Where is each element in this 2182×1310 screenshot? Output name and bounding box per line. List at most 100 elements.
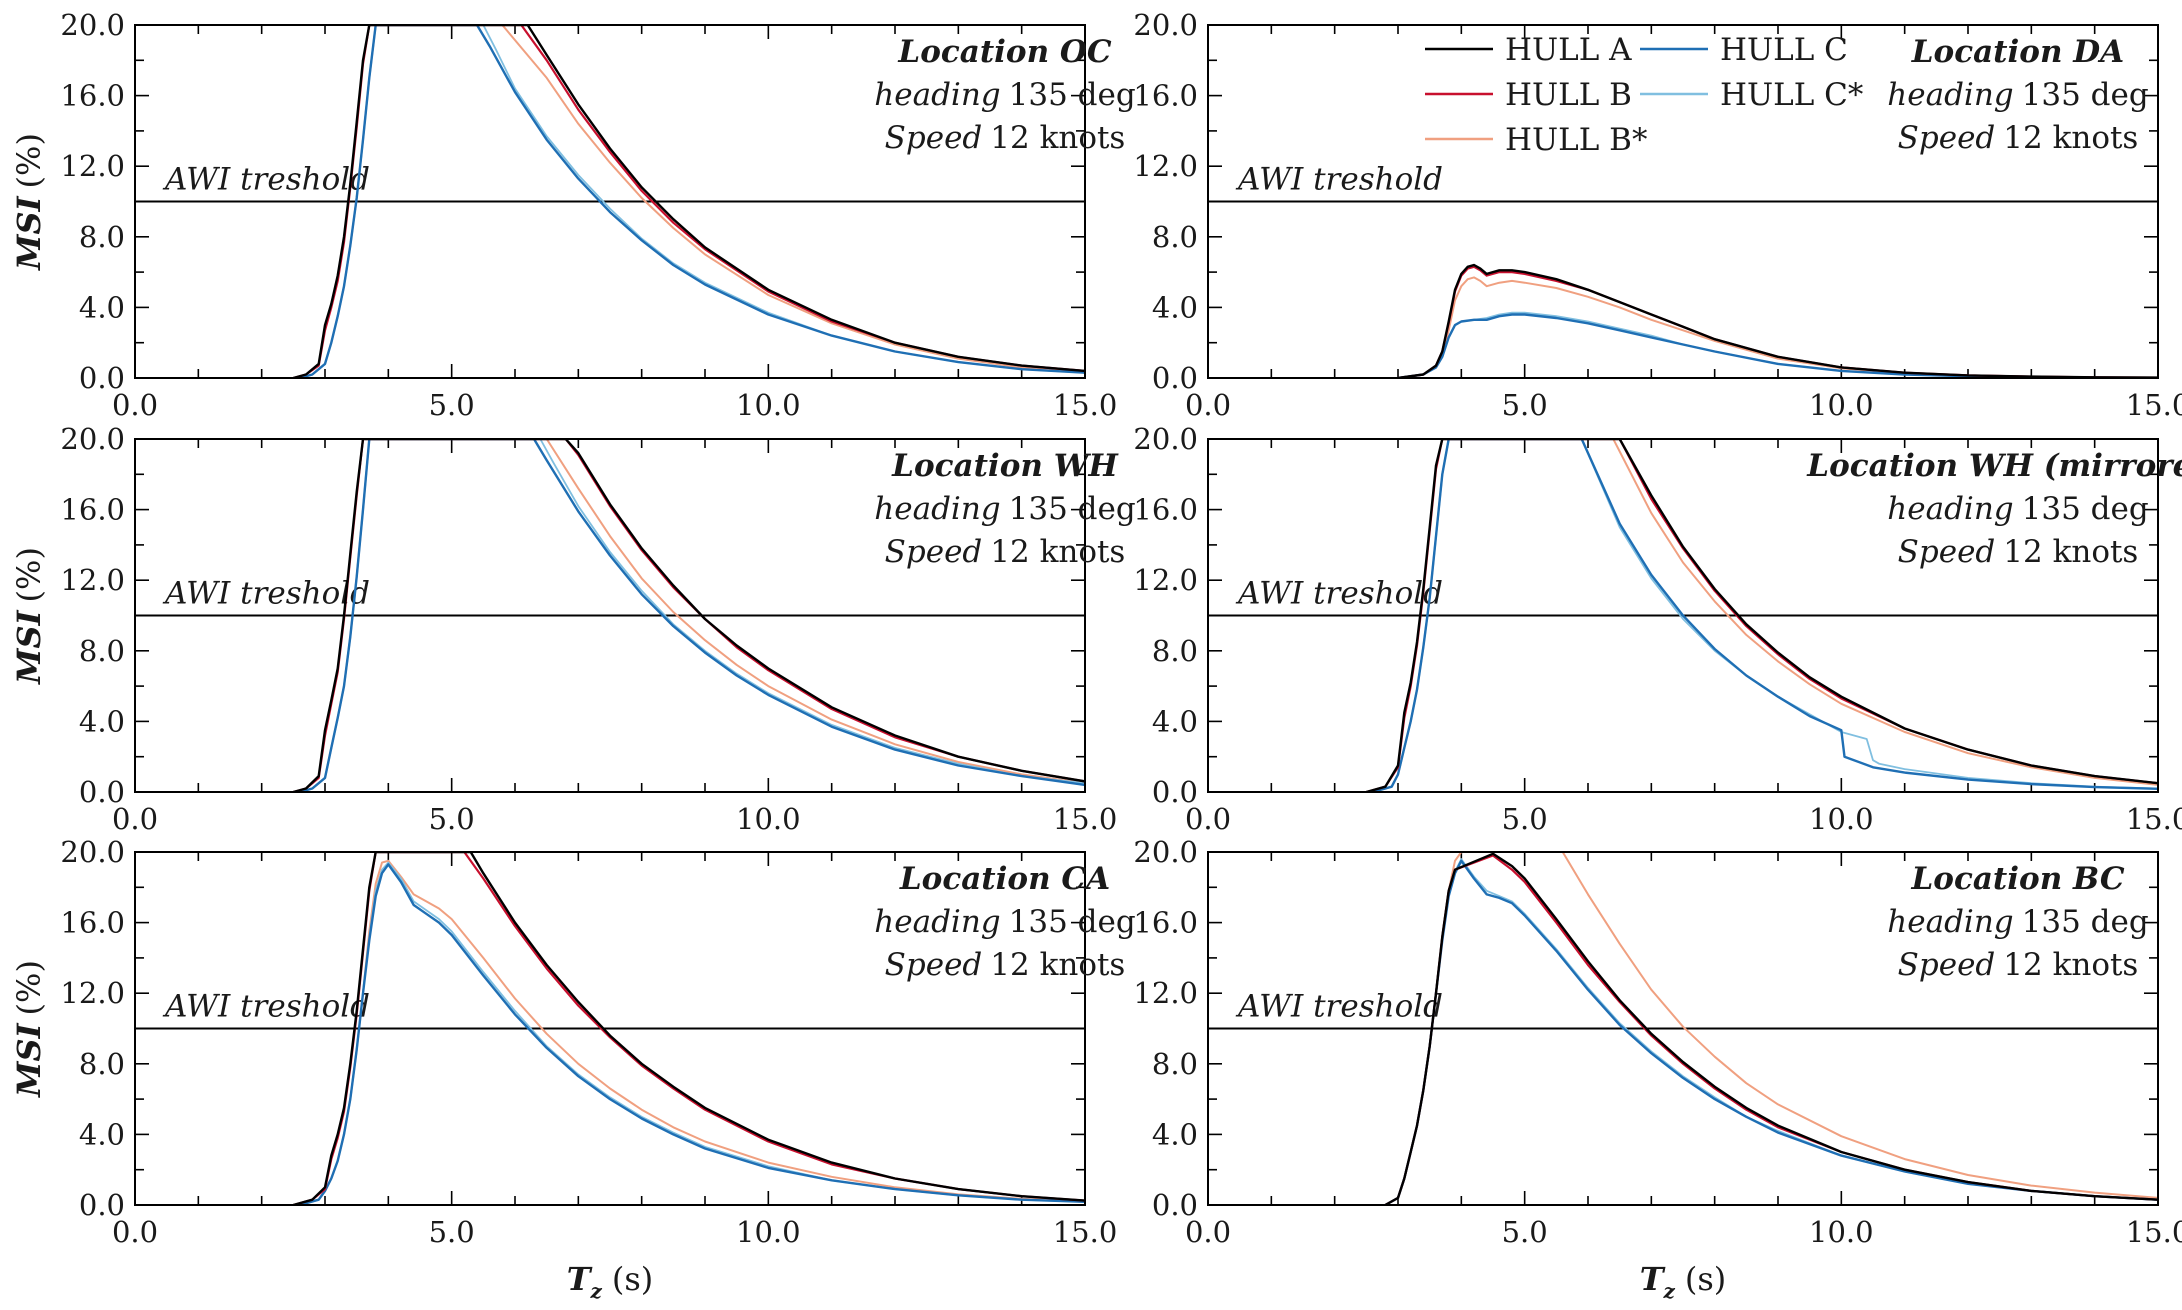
x-axis-label-unit: (s): [612, 1260, 653, 1298]
location-title: Location WH (mirrored): [1806, 448, 2182, 484]
y-tick-label: 20.0: [60, 835, 125, 869]
legend-label: HULL C: [1720, 32, 1848, 68]
location-title: Location WH: [891, 448, 1119, 484]
y-tick-label: 0.0: [79, 775, 125, 809]
x-axis-label: Tz (s): [567, 1260, 654, 1303]
x-tick-label: 10.0: [1809, 1215, 1874, 1249]
y-tick-label: 4.0: [1152, 290, 1198, 324]
speed-value: 12 knots: [990, 947, 1125, 983]
y-tick-label: 12.0: [1133, 563, 1198, 597]
y-axis-label-unit: (%): [10, 960, 48, 1015]
x-tick-label: 5.0: [1502, 388, 1548, 422]
heading-annotation: heading 135 deg: [1887, 77, 2148, 113]
x-tick-label: 0.0: [1185, 388, 1231, 422]
x-tick-label: 0.0: [112, 802, 158, 836]
series-line-hull-a: [1365, 439, 2158, 792]
series-line-hull-a: [1384, 852, 2158, 1205]
x-tick-label: 10.0: [736, 802, 801, 836]
series-line-hull-c-star: [1397, 311, 2158, 378]
speed-annotation: Speed 12 knots: [885, 120, 1126, 156]
heading-value: 135 deg: [2022, 904, 2149, 940]
heading-value: 135 deg: [1009, 77, 1136, 113]
heading-value: 135 deg: [1009, 491, 1136, 527]
heading-annotation: heading 135 deg: [874, 491, 1135, 527]
speed-annotation: Speed 12 knots: [1898, 120, 2139, 156]
x-tick-label: 15.0: [1053, 1215, 1118, 1249]
y-axis-label-main: MSI: [10, 195, 48, 271]
legend-label: HULL B*: [1505, 122, 1647, 158]
panel-2: 0.0 5.0 10.0 15.0 0.0 4.0 8.0 12.0 16.0 20.0 AWI t…: [1133, 8, 2182, 422]
legend-label: HULL C*: [1720, 77, 1863, 113]
y-tick-label: 12.0: [60, 563, 125, 597]
speed-value: 12 knots: [2003, 534, 2138, 570]
speed-word: Speed: [885, 120, 983, 156]
panel-4: 0.0 5.0 10.0 15.0 0.0 4.0 8.0 12.0 16.0 20.0 AWI t…: [1133, 422, 2182, 836]
x-tick-label: 15.0: [2126, 802, 2182, 836]
heading-value: 135 deg: [2022, 77, 2149, 113]
speed-value: 12 knots: [2003, 947, 2138, 983]
panel-3: 0.0 5.0 10.0 15.0 0.0 4.0 8.0 12.0 16.0 20.0 AWI t…: [10, 422, 1136, 836]
speed-annotation: Speed 12 knots: [1898, 534, 2139, 570]
x-tick-label: 5.0: [1502, 802, 1548, 836]
y-tick-label: 8.0: [1152, 220, 1198, 254]
speed-word: Speed: [885, 534, 983, 570]
awi-threshold-label: AWI treshold: [1235, 989, 1443, 1025]
heading-annotation: heading 135 deg: [874, 904, 1135, 940]
heading-word: heading: [874, 491, 1000, 527]
y-tick-label: 12.0: [60, 149, 125, 183]
x-axis-label: Tz (s): [1640, 1260, 1727, 1303]
location-title: Location OC: [897, 34, 1112, 70]
y-tick-label: 16.0: [1133, 79, 1198, 113]
series-line-hull-c: [299, 25, 1085, 378]
y-tick-label: 12.0: [60, 976, 125, 1010]
y-tick-label: 20.0: [1133, 835, 1198, 869]
y-tick-label: 4.0: [1152, 704, 1198, 738]
series-group: [1365, 439, 2158, 792]
y-tick-label: 0.0: [79, 1188, 125, 1222]
x-tick-label: 5.0: [429, 388, 475, 422]
speed-annotation: Speed 12 knots: [885, 947, 1126, 983]
series-line-hull-c: [1397, 313, 2158, 378]
x-tick-label: 5.0: [429, 1215, 475, 1249]
x-tick-label: 15.0: [2126, 388, 2182, 422]
heading-value: 135 deg: [2022, 491, 2149, 527]
y-axis-label: MSI (%): [10, 133, 48, 271]
y-tick-label: 20.0: [60, 8, 125, 42]
heading-word: heading: [874, 904, 1000, 940]
awi-threshold-label: AWI treshold: [162, 162, 370, 198]
speed-word: Speed: [1898, 120, 1996, 156]
x-tick-label: 10.0: [736, 388, 801, 422]
x-tick-label: 10.0: [1809, 388, 1874, 422]
y-tick-label: 4.0: [79, 1117, 125, 1151]
series-line-hull-a: [292, 25, 1085, 378]
location-title: Location CA: [899, 861, 1110, 897]
series-line-hull-c: [299, 439, 1085, 792]
y-tick-label: 16.0: [1133, 906, 1198, 940]
panel-5: 0.0 5.0 10.0 15.0 0.0 4.0 8.0 12.0 16.0 20.0 AWI t…: [10, 835, 1136, 1303]
heading-word: heading: [1887, 491, 2013, 527]
speed-word: Speed: [1898, 947, 1996, 983]
speed-value: 12 knots: [990, 534, 1125, 570]
location-title: Location DA: [1911, 34, 2124, 70]
panel-1: 0.0 5.0 10.0 15.0 0.0 4.0 8.0 12.0 16.0 20.0 AWI t…: [10, 8, 1136, 422]
heading-annotation: heading 135 deg: [874, 77, 1135, 113]
legend-label: HULL A: [1505, 32, 1632, 68]
x-axis-label-main: T: [1640, 1260, 1666, 1298]
x-tick-label: 10.0: [1809, 802, 1874, 836]
series-group: [292, 439, 1085, 792]
series-line-hull-b: [1397, 265, 2158, 378]
legend: HULL A HULL B HULL B* HULL C HULL C*: [1425, 32, 1863, 158]
y-tick-label: 8.0: [79, 220, 125, 254]
y-tick-label: 8.0: [79, 1047, 125, 1081]
plot-frame: [134, 24, 1086, 379]
plot-frame: [134, 438, 1086, 793]
y-tick-label: 16.0: [60, 906, 125, 940]
awi-threshold-label: AWI treshold: [1235, 576, 1443, 612]
x-tick-label: 0.0: [1185, 1215, 1231, 1249]
y-tick-label: 20.0: [60, 422, 125, 456]
location-title: Location BC: [1911, 861, 2125, 897]
x-axis-label-main: T: [567, 1260, 593, 1298]
awi-threshold-label: AWI treshold: [162, 989, 370, 1025]
heading-word: heading: [874, 77, 1000, 113]
